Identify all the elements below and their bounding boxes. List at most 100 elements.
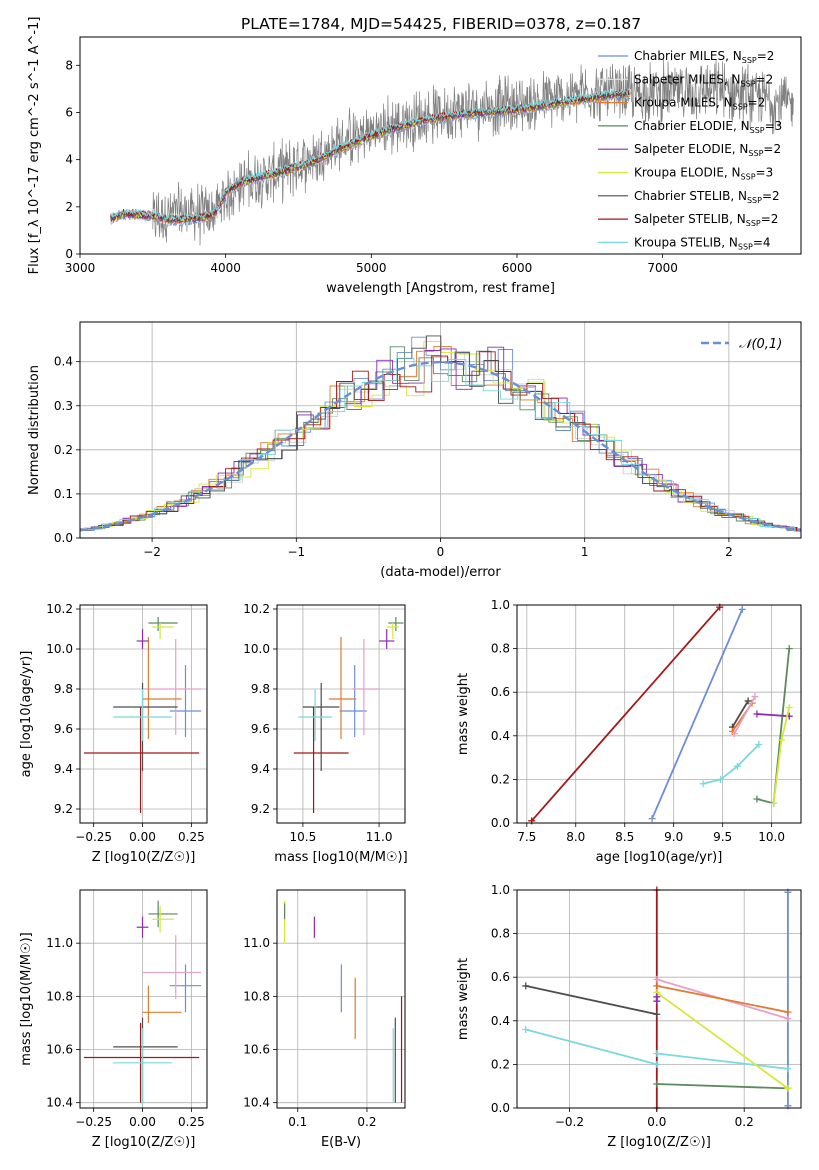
x-tick-label: −2 [143,545,161,559]
weight-line [525,1028,658,1066]
y-tick-label: 0.2 [491,1057,510,1071]
legend-count: =4 [753,235,771,249]
weight-point [653,1060,661,1068]
massweight-vs-age-panel: 7.5 8.0 8.5 9.0 9.5 10.0 0.0 0.2 0.4 0.6 0.8 1.0 age… [456,598,802,865]
observed-spectrum-line [152,58,794,246]
weight-point [784,1084,792,1092]
y-tick-label: 2 [65,200,73,214]
x-axis-label: Z [log10(Z/Z☉)] [92,1135,196,1150]
weight-line [651,609,744,819]
residual-histogram [80,346,801,532]
age-vs-mass-panel: 10.5 11.0 9.2 9.4 9.6 9.8 10.0 10.2 mass [log10(… [243,602,407,865]
legend-entry: Salpeter ELODIE, NSSP=2 [634,142,781,158]
x-tick-label: −0.25 [75,830,112,844]
y-tick-label: 10.0 [46,642,73,656]
weight-point [753,710,761,718]
x-tick-label: 7.5 [517,830,536,844]
legend-count: =3 [765,119,783,133]
weight-point [777,736,785,744]
y-tick-label: 9.8 [54,682,73,696]
y-tick-label: 11.0 [46,936,73,950]
weight-point [785,703,793,711]
y-tick-label: 0.6 [491,970,510,984]
legend-subscript: SSP [741,173,756,182]
y-tick-label: 9.6 [54,722,73,736]
legend-subscript: SSP [733,103,748,112]
y-tick-label: 10.6 [46,1043,73,1057]
y-tick-label: 9.8 [251,682,270,696]
x-tick-label: 7000 [647,261,678,275]
weight-line [656,1083,788,1090]
x-tick-label: 10.0 [758,830,785,844]
x-axis-label: wavelength [Angstrom, rest frame] [326,281,555,296]
weight-point [784,1008,792,1016]
y-tick-label: 9.6 [251,722,270,736]
weight-point [751,693,759,701]
axes-frame [79,889,208,1109]
y-tick-label: 10.0 [243,642,270,656]
weight-point [699,780,707,788]
weight-point [653,1080,661,1088]
weight-line [525,985,657,1016]
residuals-plot-area [80,335,801,533]
x-axis-label: age [log10(age/yr)] [596,850,723,865]
x-tick-label: 11.0 [366,830,393,844]
y-axis-label: age [log10(age/yr)] [19,651,34,778]
weight-point [522,1026,530,1034]
weight-point [753,795,761,803]
weight-point [784,1065,792,1073]
spectrum-plot-area [110,58,794,246]
axes-frame [276,889,406,1109]
legend-count: =2 [756,72,774,86]
y-tick-label: 4 [65,153,73,167]
weight-point [738,605,746,613]
weight-line [731,700,749,728]
x-tick-label: 0.0 [647,1115,666,1129]
weight-line [656,1052,789,1070]
x-tick-label: 0.25 [178,1115,205,1129]
weight-point [653,982,661,990]
y-tick-label: 10.8 [46,989,73,1003]
weight-point [744,697,752,705]
y-axis-label: Normed distribution [27,365,42,495]
weight-point [653,1010,661,1018]
legend-entry: Salpeter STELIB, NSSP=2 [634,212,778,228]
y-axis-label: mass [log10(M/M☉)] [19,932,34,1065]
legend-entry: Salpeter MILES, NSSP=2 [634,72,773,88]
massweight-vs-Z-panel: −0.2 0.0 0.2 0.0 0.2 0.4 0.6 0.8 1.0 Z [log10(Z/Z… [456,883,802,1150]
x-axis-label: Z [log10(Z/Z☉)] [607,1135,711,1150]
legend-entry: Chabrier MILES, NSSP=2 [634,49,774,65]
weight-point [784,1015,792,1023]
y-tick-label: 10.4 [243,1096,270,1110]
x-tick-label: 4000 [210,261,241,275]
y-tick-label: 10.4 [46,1096,73,1110]
y-tick-label: 0.3 [54,399,73,413]
weight-point [733,762,741,770]
x-tick-label: 8.5 [615,830,634,844]
x-axis-label: E(B-V) [321,1135,361,1150]
y-tick-label: 0.6 [491,685,510,699]
y-tick-label: 9.4 [54,762,73,776]
y-tick-label: 9.2 [54,802,73,816]
legend-count: =2 [748,96,766,110]
y-tick-label: 0.4 [491,729,510,743]
legend-subscript: SSP [742,56,757,65]
x-tick-label: 0.00 [129,830,156,844]
x-tick-label: 0.00 [129,1115,156,1129]
y-tick-label: 10.2 [46,602,73,616]
y-tick-label: 6 [65,105,73,119]
y-tick-label: 0.2 [491,772,510,786]
y-tick-label: 0.4 [491,1014,510,1028]
x-tick-label: 0.2 [357,1115,376,1129]
x-axis-label: Z [log10(Z/Z☉)] [92,850,196,865]
axes-frame [516,604,802,824]
y-tick-label: 0.8 [491,927,510,941]
normal-reference-curve [80,360,801,532]
legend-subscript: SSP [738,242,753,251]
y-tick-label: 1.0 [491,598,510,612]
legend-subscript: SSP [747,196,762,205]
weight-point [653,993,661,1001]
age-vs-Z-panel: −0.25 0.00 0.25 9.2 9.4 9.6 9.8 10.0 10.2 Z [log1… [19,602,208,865]
y-tick-label: 9.4 [251,762,270,776]
weight-point [522,982,530,990]
